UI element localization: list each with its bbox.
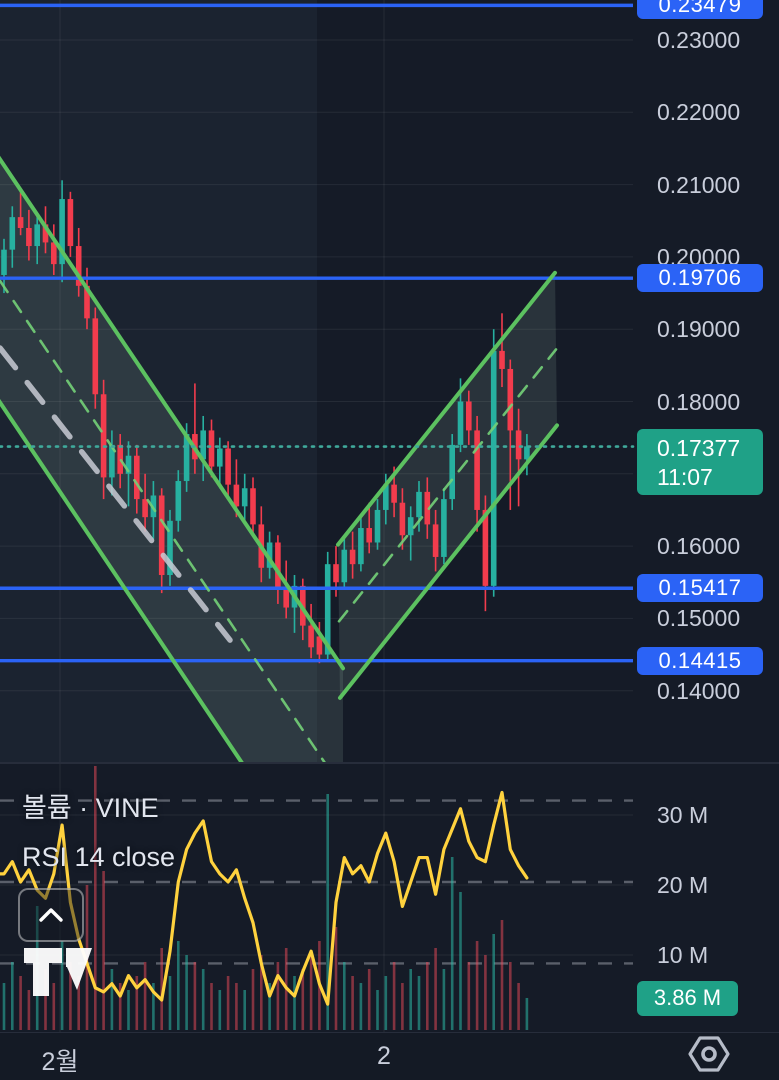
candle-wick (19, 191, 22, 236)
collapse-pane-button[interactable] (18, 888, 84, 942)
candle-body (233, 484, 240, 507)
time-axis-label: 2 (377, 1042, 391, 1070)
candle-body (42, 224, 49, 243)
volume-tick-label: 20 M (657, 872, 709, 898)
volume-tick-label: 30 M (657, 802, 709, 828)
candle-body (217, 448, 223, 467)
candle-body (490, 350, 497, 586)
tradingview-logo[interactable] (22, 944, 94, 1000)
price-level-tag: 0.23479 (637, 0, 763, 20)
candle-body (441, 499, 447, 557)
chevron-up-icon (39, 908, 63, 922)
candle-body (266, 542, 273, 568)
price-level-tag: 0.14415 (637, 646, 763, 675)
price-tick-label: 0.23000 (657, 27, 741, 53)
candle-body (499, 350, 505, 369)
candle-body (67, 199, 74, 247)
candle-body (515, 430, 522, 460)
candle-wick (194, 383, 196, 474)
candle-body (358, 528, 364, 565)
candle-body (424, 491, 431, 525)
pane-separator (0, 762, 779, 764)
candle-body (9, 217, 16, 250)
hexagon-settings-icon[interactable] (687, 1034, 731, 1074)
candle-body (1, 249, 7, 275)
candle-body (100, 394, 107, 478)
price-tick-label: 0.14000 (657, 677, 741, 704)
candle-body (59, 199, 65, 265)
candle-body (250, 488, 256, 525)
price-tick-label: 0.19000 (657, 316, 741, 343)
candle-body (34, 224, 40, 247)
candle-body (125, 455, 132, 474)
candle-body (17, 217, 24, 228)
candle-body (333, 564, 339, 583)
candle-wick (501, 313, 503, 388)
candle-body (175, 481, 182, 521)
candle-body (341, 549, 348, 583)
candle-body (457, 401, 464, 445)
volume-legend[interactable]: 볼륨 · VINE (22, 793, 159, 823)
candle-body (275, 542, 281, 590)
candle-body (26, 227, 32, 247)
price-tick-label: 0.18000 (657, 388, 741, 415)
price-level-tag: 0.15417 (637, 574, 763, 603)
time-axis-label: 2월 (41, 1048, 79, 1076)
candle-body (75, 246, 82, 286)
candle-body (474, 430, 480, 510)
candle-body (416, 491, 422, 518)
candle-body (241, 488, 248, 507)
trend-channels[interactable] (0, 100, 559, 913)
candle-body (374, 509, 381, 543)
candle-body (349, 549, 356, 565)
candle-body (51, 242, 57, 265)
candle-body (432, 524, 439, 557)
price-tick-label: 0.15000 (657, 605, 741, 632)
candle-body (225, 448, 231, 485)
bar-countdown: 11:07 (657, 463, 713, 490)
candle-body (507, 368, 514, 431)
time-axis[interactable]: 2월 2 (0, 1032, 779, 1080)
price-tick-label: 0.22000 (657, 99, 741, 126)
candle-body (208, 430, 215, 467)
current-price-value: 0.17377 (657, 434, 741, 461)
candle-body (449, 444, 455, 500)
candle-body (391, 484, 397, 503)
candle-body (134, 455, 140, 500)
candle-body (308, 625, 314, 648)
rsi-legend[interactable]: RSI 14 close (22, 842, 176, 872)
candle-body (407, 517, 414, 536)
candle-body (167, 520, 173, 576)
candle-body (524, 446, 530, 460)
candle-body (482, 509, 489, 586)
candle-body (183, 434, 190, 482)
price-tick-label: 0.21000 (657, 171, 741, 198)
candle-body (142, 499, 148, 518)
price-tick-label: 0.16000 (657, 533, 741, 560)
candle-body (399, 502, 406, 536)
price-level-tag: 0.19706 (637, 264, 763, 293)
candle-wick (509, 359, 512, 510)
price-level-lines (0, 3, 633, 663)
last-volume-label: 3.86 M (637, 980, 738, 1016)
candle-body (200, 430, 206, 460)
candle-body (316, 636, 323, 655)
candle-body (92, 318, 99, 395)
candle-body (84, 285, 90, 319)
candle-body (158, 495, 165, 576)
candle-body (366, 528, 372, 543)
volume-tick-label: 10 M (657, 942, 709, 968)
candle-body (466, 401, 472, 431)
candle-body (283, 589, 289, 608)
candle-body (109, 444, 115, 478)
candle-body (383, 484, 389, 510)
candle-body (324, 564, 331, 655)
current-price-label: 0.17377 11:07 (637, 428, 763, 495)
